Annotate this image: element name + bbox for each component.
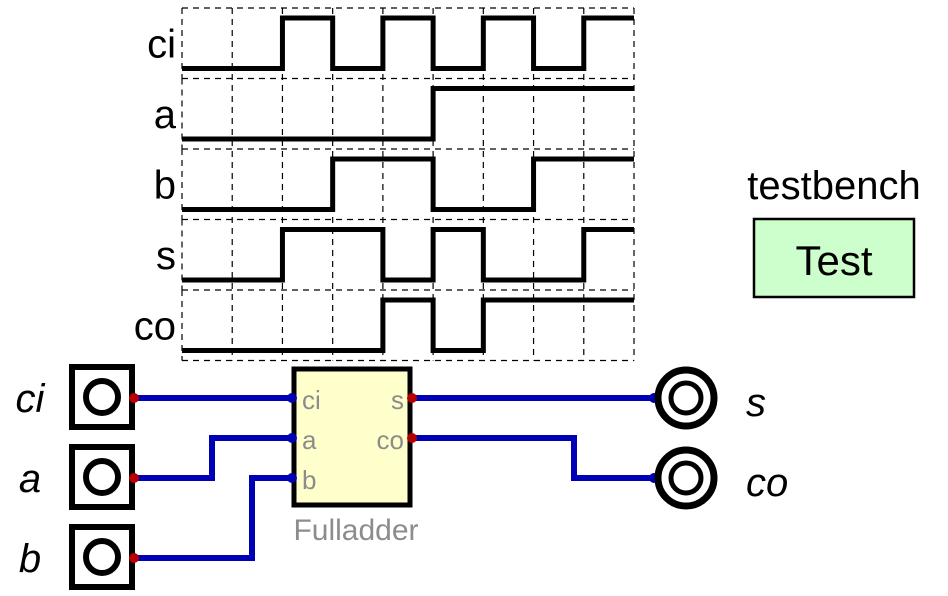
signal-trace-co xyxy=(182,297,634,353)
test-button-body[interactable] xyxy=(752,217,916,299)
signal-trace-s xyxy=(182,227,634,283)
waveform-diagram: ci abs co xyxy=(134,7,635,362)
signal-label-b: b xyxy=(154,163,176,207)
port-s-label: s xyxy=(391,385,404,415)
input-b[interactable] xyxy=(69,524,135,590)
output-s-inner-ring xyxy=(668,380,704,416)
dot-port-b xyxy=(287,473,297,483)
output-s xyxy=(654,366,718,430)
input-ci-box[interactable] xyxy=(69,364,135,430)
fulladder-component[interactable]: ci a b s co xyxy=(291,366,413,508)
port-co-label: co xyxy=(377,425,404,455)
input-a-label: a xyxy=(19,457,41,501)
input-ci-knob[interactable] xyxy=(83,378,121,416)
signal-label-ci: ci xyxy=(147,22,176,66)
dot-input-b xyxy=(129,553,139,563)
dot-port-co xyxy=(407,433,417,443)
output-co-inner-ring xyxy=(668,460,704,496)
input-b-knob[interactable] xyxy=(83,538,121,576)
input-ci-label: ci xyxy=(16,377,46,421)
test-button-label[interactable]: Test xyxy=(795,237,872,284)
wire-b xyxy=(134,475,292,561)
output-s-label: s xyxy=(746,381,766,425)
port-b-label: b xyxy=(302,465,316,495)
port-ci-label: ci xyxy=(302,385,321,415)
signal-label-co: co xyxy=(134,304,176,348)
signal-trace-a xyxy=(182,86,634,142)
wires xyxy=(134,395,654,561)
signal-trace-b xyxy=(182,156,634,212)
output-co-label: co xyxy=(746,461,788,505)
dot-port-s xyxy=(407,393,417,403)
output-co xyxy=(654,446,718,510)
testbench-title: testbench xyxy=(747,164,920,208)
test-button[interactable]: Test xyxy=(752,217,916,299)
signal-label-a: a xyxy=(154,93,177,137)
dot-input-ci xyxy=(129,393,139,403)
dot-port-a xyxy=(287,433,297,443)
port-dots xyxy=(129,393,659,563)
input-a[interactable] xyxy=(69,444,135,510)
input-a-knob[interactable] xyxy=(83,458,121,496)
dot-port-ci xyxy=(287,393,297,403)
fulladder-name: Fulladder xyxy=(293,514,418,547)
signal-label-s: s xyxy=(156,234,176,278)
wire-a xyxy=(134,435,292,481)
dot-input-a xyxy=(129,473,139,483)
input-b-label: b xyxy=(19,537,41,581)
input-ci[interactable] xyxy=(69,364,135,430)
signal-trace-ci xyxy=(182,15,634,71)
port-a-label: a xyxy=(302,425,317,455)
wire-co xyxy=(412,435,654,481)
